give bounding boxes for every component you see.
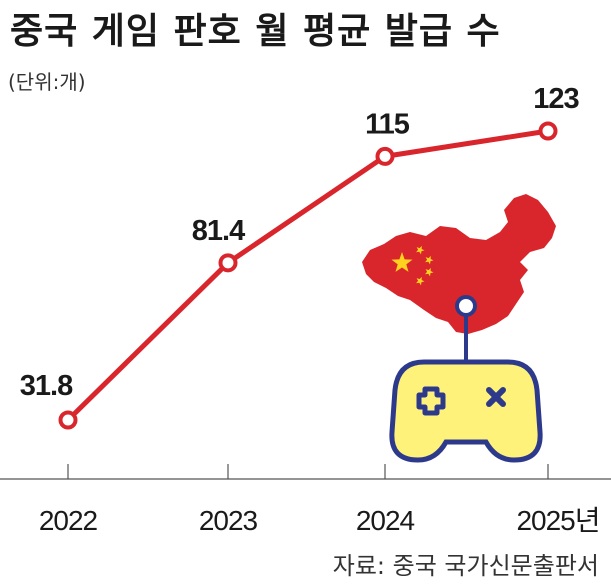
data-point	[538, 121, 558, 141]
flag-star-large	[391, 252, 413, 272]
x-tick-label: 2025년	[516, 505, 599, 536]
data-label: 31.8	[20, 370, 73, 402]
x-tick-label: 2023	[199, 505, 258, 536]
x-tick-label: 2024	[356, 505, 415, 536]
flag-star-small	[416, 276, 425, 286]
data-label: 123	[533, 83, 579, 115]
unit-label: (단위:개)	[8, 70, 86, 94]
chart-title: 중국 게임 판호 월 평균 발급 수	[10, 11, 501, 52]
data-label: 81.4	[192, 215, 245, 247]
data-point	[58, 410, 78, 430]
source-note: 자료: 중국 국가신문출판서	[332, 552, 599, 580]
flag-star-small	[425, 267, 434, 277]
flag-star-small	[425, 255, 434, 265]
series-line	[66, 128, 549, 422]
data-label: 115	[365, 108, 410, 140]
x-tick-label: 2022	[39, 505, 98, 536]
data-point	[218, 253, 238, 273]
china-map-flag-icon	[362, 194, 556, 334]
game-controller-icon	[389, 295, 543, 463]
flag-star-small	[416, 245, 425, 255]
data-point	[375, 146, 395, 166]
